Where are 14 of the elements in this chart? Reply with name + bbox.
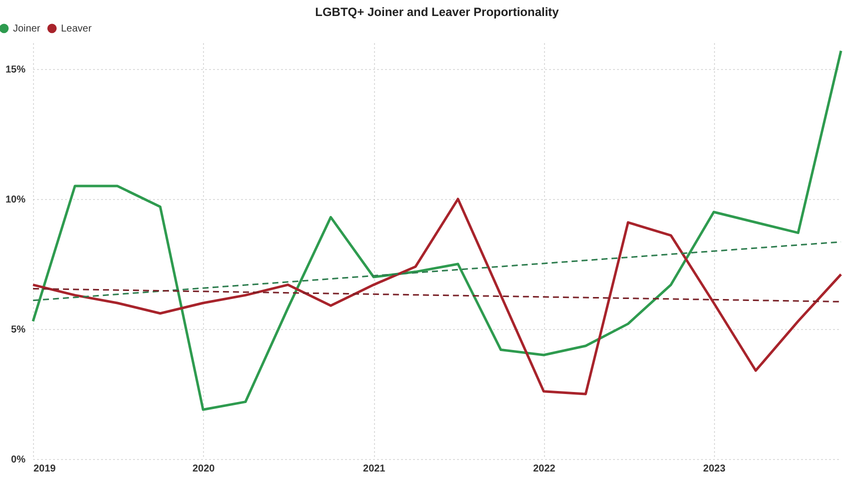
x-tick-label: 2021 <box>363 464 386 474</box>
legend-label: Leaver <box>61 23 92 34</box>
legend-label: Joiner <box>13 23 41 34</box>
x-tick-label: 2019 <box>34 464 56 474</box>
x-tick-label: 2022 <box>533 464 556 474</box>
y-tick-label: 0% <box>11 454 26 466</box>
y-tick-label: 10% <box>5 194 26 206</box>
x-tick-label: 2020 <box>192 464 216 474</box>
y-tick-label: 15% <box>5 64 26 76</box>
line-series <box>32 50 842 411</box>
y-tick-label: 5% <box>11 324 26 336</box>
line-series <box>32 198 842 396</box>
x-tick-label: 2023 <box>703 464 726 474</box>
chart-title: LGBTQ+ Joiner and Leaver Proportionality <box>315 5 560 19</box>
